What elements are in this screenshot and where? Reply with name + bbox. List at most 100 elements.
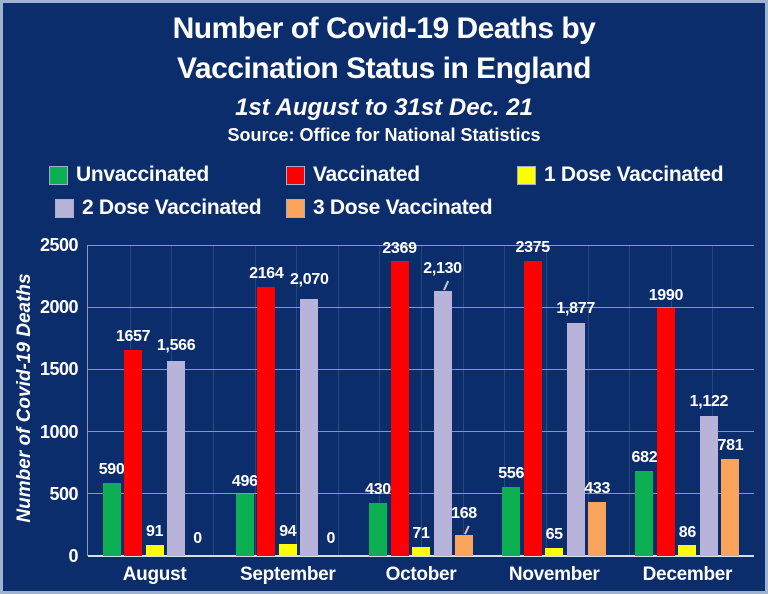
bar-3-dose-vaccinated-october xyxy=(455,535,473,556)
label-leader-line xyxy=(464,525,470,535)
bar-1-dose-vaccinated-october xyxy=(412,547,430,556)
gridline-v xyxy=(587,245,589,556)
x-category-label-october: October xyxy=(385,564,457,585)
bar-label-vaccinated-december: 1990 xyxy=(648,286,684,304)
y-tick-label-1000: 1000 xyxy=(39,421,79,442)
gridline-v xyxy=(504,245,506,556)
gridline-v xyxy=(379,245,381,556)
bar-vaccinated-december xyxy=(656,308,675,556)
gridline-h-1500 xyxy=(88,368,754,370)
legend-item-vaccinated: Vaccinated xyxy=(287,163,420,187)
bar-1-dose-vaccinated-september xyxy=(278,544,297,556)
bar-1-dose-vaccinated-november xyxy=(545,547,564,556)
bar-label-unvaccinated-october: 430 xyxy=(365,480,391,498)
gridline-v xyxy=(254,245,256,556)
bar-label-unvaccinated-november: 556 xyxy=(498,465,525,483)
x-category-label-november: November xyxy=(508,564,600,585)
gridline-v xyxy=(629,245,631,556)
bar-label-3-dose-vaccinated-december: 781 xyxy=(717,437,744,455)
bar-unvaccinated-december xyxy=(635,471,654,556)
bar-vaccinated-august xyxy=(124,349,143,556)
bar-2-dose-vaccinated-august xyxy=(167,361,186,556)
bar-label-2-dose-vaccinated-august: 1,566 xyxy=(156,337,196,355)
chart-subtitle: 1st August to 31st Dec. 21 xyxy=(235,94,533,121)
bar-label-vaccinated-november: 2375 xyxy=(515,238,550,256)
bar-unvaccinated-september xyxy=(235,494,254,556)
legend-label: 3 Dose Vaccinated xyxy=(313,196,493,219)
y-tick-label-0: 0 xyxy=(68,546,78,566)
bar-1-dose-vaccinated-december xyxy=(678,545,697,556)
bar-label-2-dose-vaccinated-october: 2,130 xyxy=(423,260,462,278)
x-category-label-december: December xyxy=(642,564,733,585)
legend-item-1-dose-vaccinated: 1 Dose Vaccinated xyxy=(518,163,724,187)
bar-2-dose-vaccinated-november xyxy=(566,322,585,556)
bar-vaccinated-october xyxy=(390,261,409,556)
gridline-h-2000 xyxy=(88,306,754,308)
y-tick-label-2500: 2500 xyxy=(39,235,79,255)
chart-title-line2: Vaccination Status in England xyxy=(177,52,591,85)
bar-label-1-dose-vaccinated-september: 94 xyxy=(279,522,297,540)
legend-swatch-1-dose-vaccinated xyxy=(518,166,535,184)
chart-title-line1: Number of Covid-19 Deaths by xyxy=(172,12,596,45)
x-category-label-september: September xyxy=(240,564,336,585)
gridline-v xyxy=(337,245,339,556)
legend-item-unvaccinated: Unvaccinated xyxy=(50,163,209,187)
bar-3-dose-vaccinated-november xyxy=(588,502,607,556)
legend-swatch-vaccinated xyxy=(287,166,304,184)
bar-label-unvaccinated-september: 496 xyxy=(231,472,258,490)
bar-label-1-dose-vaccinated-december: 86 xyxy=(678,523,697,541)
bar-2-dose-vaccinated-december xyxy=(699,416,718,556)
legend-label: Vaccinated xyxy=(313,163,420,186)
bar-label-3-dose-vaccinated-november: 433 xyxy=(584,480,611,498)
bar-unvaccinated-august xyxy=(102,482,121,556)
gridline-v xyxy=(296,245,298,556)
bar-label-3-dose-vaccinated-august: 0 xyxy=(193,530,202,548)
gridline-v xyxy=(545,245,547,556)
y-tick-label-500: 500 xyxy=(49,483,78,504)
bar-unvaccinated-october xyxy=(369,502,387,556)
legend-swatch-3-dose-vaccinated xyxy=(287,199,304,217)
y-tick-label-2000: 2000 xyxy=(39,297,79,318)
legend-swatch-unvaccinated xyxy=(50,166,67,184)
bar-label-1-dose-vaccinated-august: 91 xyxy=(145,522,164,540)
gridline-v xyxy=(712,245,714,556)
plot-area: 590 496 430 556 682 1657 2164 2369 2375 1990 91 94 7… xyxy=(87,239,754,557)
x-axis-line xyxy=(88,555,754,557)
bar-label-2-dose-vaccinated-november: 1,877 xyxy=(556,299,595,317)
legend-label: 2 Dose Vaccinated xyxy=(82,196,262,219)
bar-label-unvaccinated-august: 590 xyxy=(98,460,125,478)
bar-3-dose-vaccinated-december xyxy=(721,458,740,556)
bar-label-unvaccinated-december: 682 xyxy=(631,449,658,467)
gridline-v xyxy=(462,245,464,556)
bar-vaccinated-september xyxy=(257,286,276,556)
bar-unvaccinated-november xyxy=(502,486,521,556)
gridline-h-500 xyxy=(88,493,754,495)
gridline-v xyxy=(212,245,214,556)
bar-2-dose-vaccinated-september xyxy=(300,298,319,556)
legend-label: Unvaccinated xyxy=(76,163,209,186)
label-leader-line xyxy=(442,280,449,291)
bar-label-vaccinated-october: 2369 xyxy=(382,239,417,257)
chart-source: Source: Office for National Statistics xyxy=(227,125,541,145)
bar-label-vaccinated-august: 1657 xyxy=(115,328,151,346)
bar-label-3-dose-vaccinated-october: 168 xyxy=(451,505,477,523)
legend-item-3-dose-vaccinated: 3 Dose Vaccinated xyxy=(287,196,493,220)
x-category-label-august: August xyxy=(122,564,187,585)
legend-label: 1 Dose Vaccinated xyxy=(544,163,724,186)
gridline-v xyxy=(421,245,422,556)
legend-swatch-2-dose-vaccinated xyxy=(56,199,73,217)
bar-label-1-dose-vaccinated-october: 71 xyxy=(412,525,430,543)
y-tick-label-1500: 1500 xyxy=(39,359,79,380)
legend-item-2-dose-vaccinated: 2 Dose Vaccinated xyxy=(56,196,262,220)
bar-label-1-dose-vaccinated-november: 65 xyxy=(545,526,564,544)
bar-label-3-dose-vaccinated-september: 0 xyxy=(326,530,336,548)
bar-label-2-dose-vaccinated-september: 2,070 xyxy=(290,270,329,288)
bar-label-2-dose-vaccinated-december: 1,122 xyxy=(689,392,729,410)
bar-2-dose-vaccinated-october xyxy=(433,291,452,556)
y-axis-line xyxy=(87,245,88,556)
gridline-h-2500 xyxy=(88,244,754,246)
bar-label-vaccinated-september: 2164 xyxy=(249,265,284,283)
gridline-h-1000 xyxy=(88,431,754,433)
bar-1-dose-vaccinated-august xyxy=(145,544,164,556)
